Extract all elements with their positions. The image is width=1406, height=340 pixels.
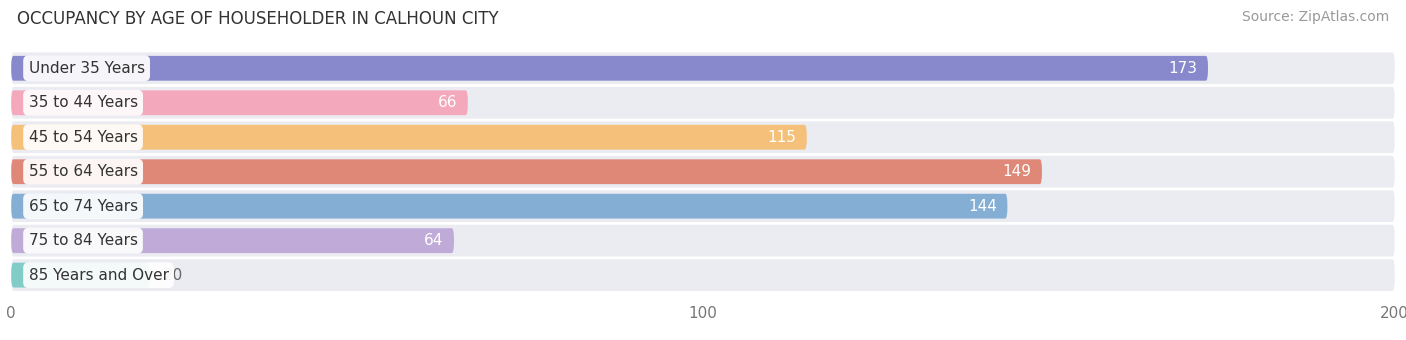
Text: 66: 66 [437,95,457,110]
Text: 55 to 64 Years: 55 to 64 Years [28,164,138,179]
Text: 64: 64 [425,233,444,248]
Text: 75 to 84 Years: 75 to 84 Years [28,233,138,248]
Text: Under 35 Years: Under 35 Years [28,61,145,76]
Text: 45 to 54 Years: 45 to 54 Years [28,130,138,145]
Text: 149: 149 [1002,164,1032,179]
Text: Source: ZipAtlas.com: Source: ZipAtlas.com [1241,10,1389,24]
FancyBboxPatch shape [11,259,1395,291]
Text: 144: 144 [969,199,997,214]
Text: 173: 173 [1168,61,1198,76]
Text: 115: 115 [768,130,796,145]
FancyBboxPatch shape [11,121,1395,153]
FancyBboxPatch shape [11,156,1395,188]
FancyBboxPatch shape [11,56,1208,81]
FancyBboxPatch shape [11,225,1395,256]
FancyBboxPatch shape [11,90,468,115]
FancyBboxPatch shape [11,228,454,253]
FancyBboxPatch shape [11,263,149,288]
Text: OCCUPANCY BY AGE OF HOUSEHOLDER IN CALHOUN CITY: OCCUPANCY BY AGE OF HOUSEHOLDER IN CALHO… [17,10,499,28]
Text: 20: 20 [163,268,183,283]
FancyBboxPatch shape [11,194,1007,219]
Text: 85 Years and Over: 85 Years and Over [28,268,169,283]
Text: 65 to 74 Years: 65 to 74 Years [28,199,138,214]
FancyBboxPatch shape [11,52,1395,84]
FancyBboxPatch shape [11,159,1042,184]
FancyBboxPatch shape [11,190,1395,222]
FancyBboxPatch shape [11,125,807,150]
FancyBboxPatch shape [11,87,1395,119]
Text: 35 to 44 Years: 35 to 44 Years [28,95,138,110]
